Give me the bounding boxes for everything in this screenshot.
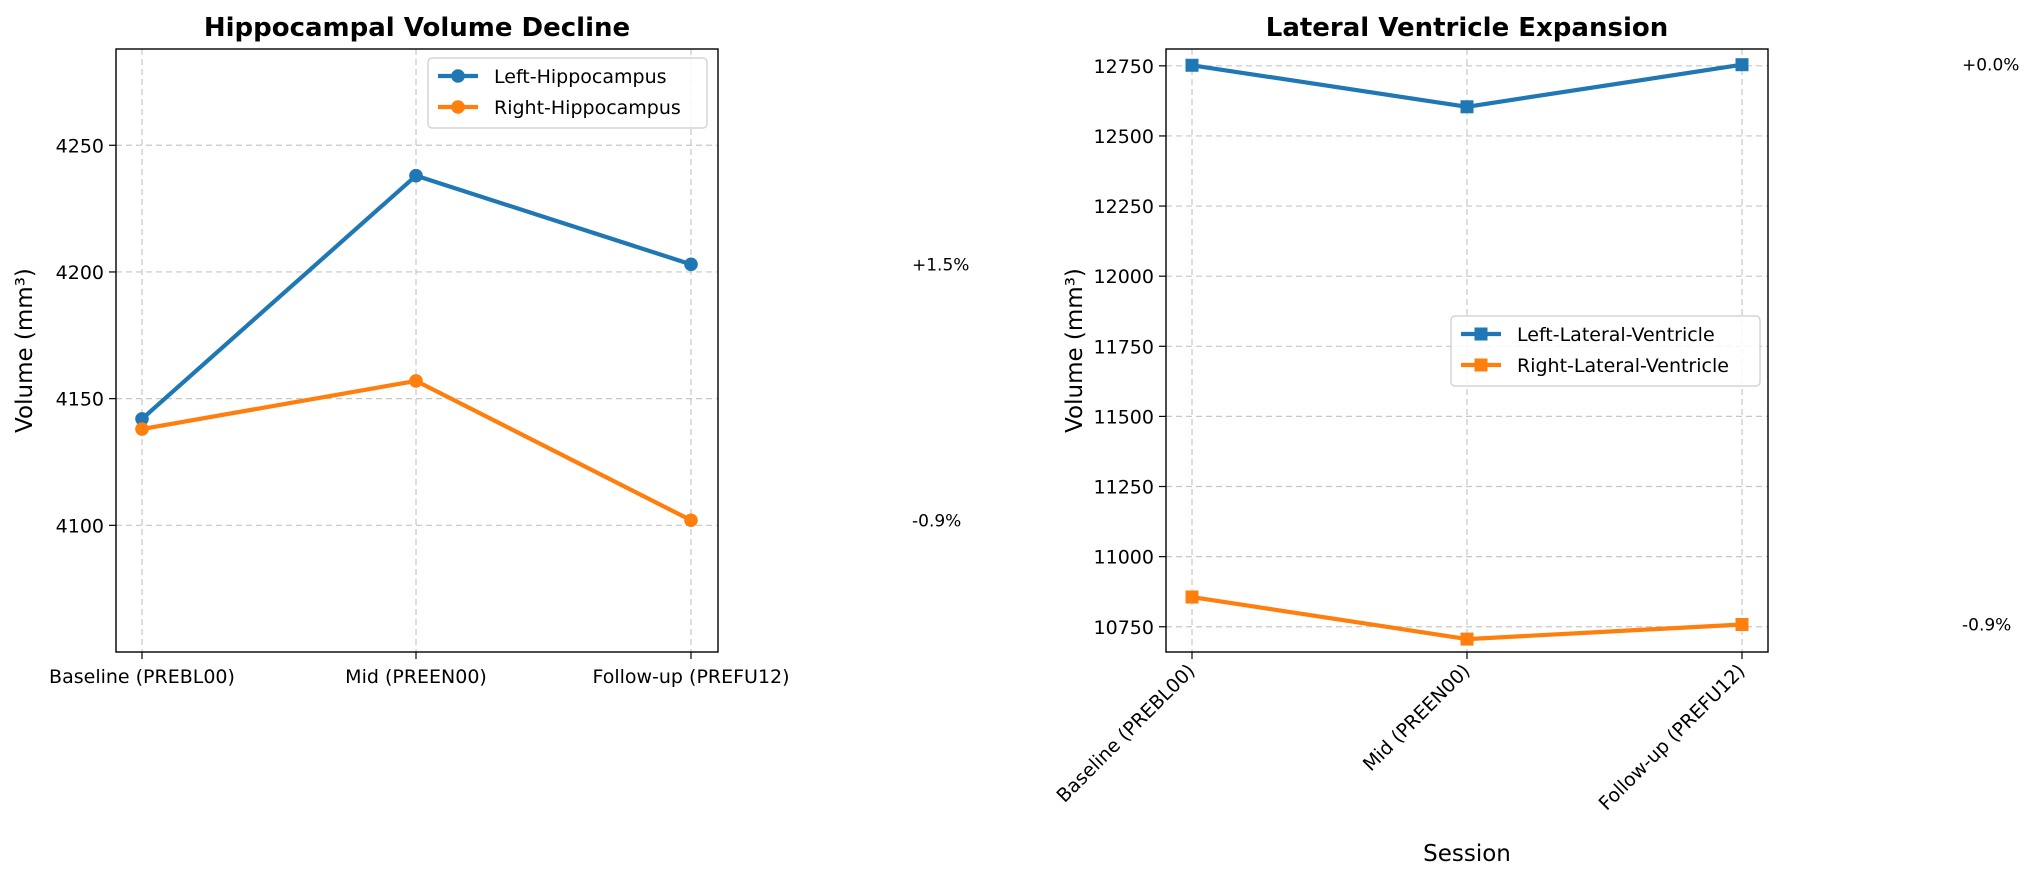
y-tick-label: 12250 xyxy=(1094,196,1154,218)
x-tick-label: Baseline (PREBL00) xyxy=(49,666,235,688)
data-point xyxy=(1735,58,1749,72)
data-point xyxy=(409,168,423,183)
legend-box xyxy=(427,57,708,129)
y-axis-label: Volume (mm³) xyxy=(1062,268,1088,433)
data-point xyxy=(1735,618,1749,632)
y-tick-label: 11750 xyxy=(1094,336,1154,358)
y-tick-label: 12000 xyxy=(1094,266,1154,288)
legend-label: Right-Lateral-Ventricle xyxy=(1517,355,1729,377)
change-annotation: -0.9% xyxy=(1962,616,2011,636)
data-point xyxy=(1185,590,1199,604)
y-tick-label: 12500 xyxy=(1094,126,1154,148)
x-tick-label: Follow-up (PREFU12) xyxy=(1595,660,1750,815)
y-tick-label: 11000 xyxy=(1094,547,1154,569)
data-point xyxy=(409,374,423,388)
y-tick-label: 11250 xyxy=(1094,477,1154,499)
legend-label: Right-Hippocampus xyxy=(494,97,681,119)
x-axis-label: Session xyxy=(1423,841,1511,867)
change-annotation: -0.9% xyxy=(912,511,961,531)
y-tick-label: 4150 xyxy=(56,389,104,411)
y-tick-label: 11500 xyxy=(1094,406,1154,428)
plot-frame xyxy=(115,48,719,653)
x-tick-label: Mid (PREEN00) xyxy=(345,666,487,688)
data-point xyxy=(684,257,698,272)
y-tick-label: 4100 xyxy=(56,515,104,537)
chart-title: Hippocampal Volume Decline xyxy=(204,13,630,43)
data-point xyxy=(135,412,149,426)
legend: Left-Lateral-Ventricle Right-Lateral-Vent… xyxy=(1450,315,1761,387)
x-tick-label: Follow-up (PREFU12) xyxy=(592,666,789,688)
change-annotation: +1.5% xyxy=(912,255,969,275)
data-point xyxy=(684,513,698,528)
change-annotation: +0.0% xyxy=(1962,56,2019,76)
data-point xyxy=(1460,632,1474,646)
y-tick-label: 10750 xyxy=(1094,617,1154,639)
x-tick-label: Baseline (PREBL00) xyxy=(1053,660,1200,807)
legend-box xyxy=(1450,315,1761,387)
chart-title: Lateral Ventricle Expansion xyxy=(1266,13,1668,43)
data-point xyxy=(1460,100,1474,114)
chart-2: +0.0% -0.9% 10750 11000 11250 11500 11750 12000… xyxy=(1053,13,2020,867)
x-tick-label: Mid (PREEN00) xyxy=(1359,660,1475,776)
legend-label: Left-Hippocampus xyxy=(494,66,667,88)
legend-label: Left-Lateral-Ventricle xyxy=(1517,324,1715,346)
y-tick-label: 4250 xyxy=(56,135,104,157)
legend-marker xyxy=(451,100,465,114)
legend-marker xyxy=(1474,327,1488,341)
data-point xyxy=(135,422,149,436)
y-tick-label: 4200 xyxy=(56,262,104,284)
legend-marker xyxy=(451,69,465,83)
data-point xyxy=(1185,58,1199,72)
legend: Left-Hippocampus Right-Hippocampus xyxy=(427,57,708,129)
y-tick-label: 12750 xyxy=(1094,56,1154,78)
chart-1: +1.5% -0.9% 4100 4150 4200 4250 Baseline (PREB… xyxy=(12,13,969,688)
legend-marker xyxy=(1474,358,1488,372)
y-axis-label: Volume (mm³) xyxy=(12,268,38,433)
